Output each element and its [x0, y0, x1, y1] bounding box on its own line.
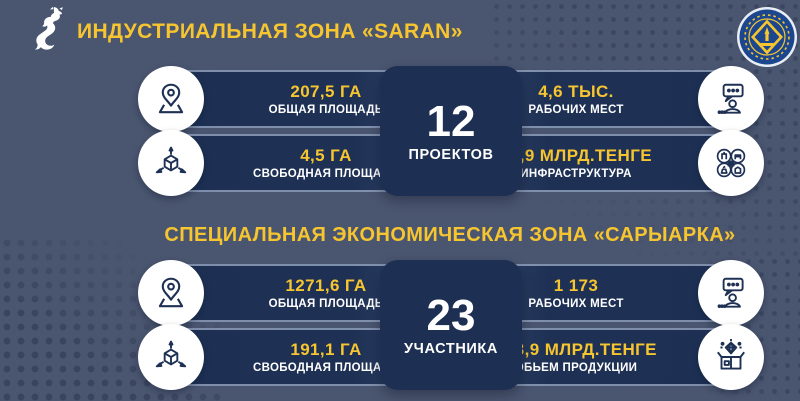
- map-pin-icon: [138, 260, 204, 326]
- stat-value: 1 173: [553, 276, 599, 295]
- stat-text: 1 173 РАБОЧИХ МЕСТ: [460, 264, 692, 322]
- projects-count-label: ПРОЕКТОВ: [408, 146, 494, 163]
- stat-value: 273,9 МЛРД.ТЕНГЕ: [495, 340, 657, 359]
- cube-axes-icon: [138, 130, 204, 196]
- section1-panel: 207,5 ГА ОБЩАЯ ПЛОЩАДЬ 4,5 ГА СВОБОДНАЯ …: [138, 66, 764, 200]
- worker-speech-icon: [698, 66, 764, 132]
- stat-label: СВОБОДНАЯ ПЛОЩАДЬ: [253, 168, 399, 180]
- infrastructure-cluster-icon: [698, 130, 764, 196]
- section2-panel: 1271,6 ГА ОБЩАЯ ПЛОЩАДЬ 191,1 ГА СВОБОДН…: [138, 260, 764, 394]
- stat-value: 1271,6 ГА: [285, 276, 367, 295]
- city-crest-badge-icon: [737, 7, 797, 67]
- stat-label: ОБЩАЯ ПЛОЩАДЬ: [268, 298, 384, 310]
- participants-count-label: УЧАСТНИКА: [404, 340, 498, 357]
- section1-count-card: 12 ПРОЕКТОВ: [380, 66, 522, 196]
- section2-title: СПЕЦИАЛЬНАЯ ЭКОНОМИЧЕСКАЯ ЗОНА «САРЫАРКА…: [164, 224, 736, 246]
- stat-label: ОБЬЕМ ПРОДУКЦИИ: [514, 362, 638, 374]
- stat-label: СВОБОДНАЯ ПЛОЩАДЬ: [253, 362, 399, 374]
- stat-text: 4,5 ГА СВОБОДНАЯ ПЛОЩАДЬ: [210, 134, 442, 192]
- snow-leopard-emblem-icon: [35, 6, 63, 50]
- projects-count: 12: [426, 96, 476, 146]
- stat-label: РАБОЧИХ МЕСТ: [528, 104, 624, 116]
- stat-value: 4,5 ГА: [300, 146, 352, 165]
- stat-value: 4,6 ТЫС.: [538, 82, 614, 101]
- stat-label: ИНФРАСТРУКТУРА: [520, 168, 632, 180]
- product-box-gem-icon: [698, 324, 764, 390]
- worker-speech-icon: [698, 260, 764, 326]
- stat-label: ОБЩАЯ ПЛОЩАДЬ: [268, 104, 384, 116]
- stat-text: 207,5 ГА ОБЩАЯ ПЛОЩАДЬ: [210, 70, 442, 128]
- cube-axes-icon: [138, 324, 204, 390]
- section1-title: ИНДУСТРИАЛЬНАЯ ЗОНА «SARAN»: [77, 20, 463, 43]
- stat-value: 17,9 МЛРД.ТЕНГЕ: [500, 146, 652, 165]
- stat-text: 191,1 ГА СВОБОДНАЯ ПЛОЩАДЬ: [210, 328, 442, 386]
- stat-text: 1271,6 ГА ОБЩАЯ ПЛОЩАДЬ: [210, 264, 442, 322]
- participants-count: 23: [426, 290, 476, 340]
- stat-text: 273,9 МЛРД.ТЕНГЕ ОБЬЕМ ПРОДУКЦИИ: [460, 328, 692, 386]
- stat-value: 191,1 ГА: [290, 340, 362, 359]
- stat-label: РАБОЧИХ МЕСТ: [528, 298, 624, 310]
- section2-count-card: 23 УЧАСТНИКА: [380, 260, 522, 390]
- map-pin-icon: [138, 66, 204, 132]
- stat-value: 207,5 ГА: [290, 82, 362, 101]
